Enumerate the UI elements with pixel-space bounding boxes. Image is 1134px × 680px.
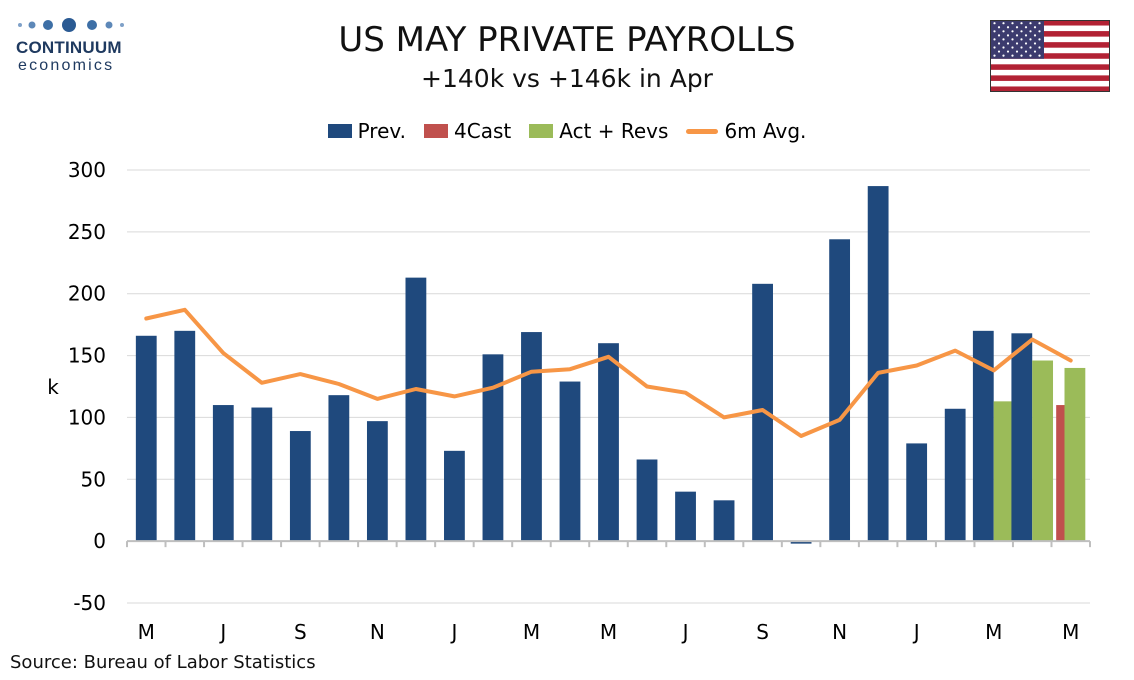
- chart-subtitle: +140k vs +146k in Apr: [421, 64, 713, 93]
- bar-prev: [752, 283, 773, 542]
- bar-prev: [598, 343, 619, 542]
- y-tick-label: 300: [68, 158, 106, 182]
- x-tick-label: N: [370, 620, 385, 644]
- bar-prev: [482, 354, 504, 542]
- legend-label-prev: Prev.: [357, 119, 407, 143]
- legend-item-4cast: 4Cast: [424, 119, 511, 143]
- x-tick-label: M: [523, 620, 540, 644]
- y-tick-label: 250: [68, 220, 106, 244]
- bar-prev: [174, 330, 196, 542]
- x-tick-label: M: [138, 620, 155, 644]
- bar-prev: [713, 500, 735, 542]
- x-tick-label: S: [294, 620, 307, 644]
- bar-prev: [675, 491, 696, 542]
- bar-prev: [405, 277, 427, 542]
- bar-prev: [328, 395, 350, 542]
- legend-item-prev: Prev.: [327, 119, 407, 143]
- bar-prev: [829, 239, 851, 542]
- legend-swatch-4cast: [424, 124, 449, 138]
- bar-prev: [790, 541, 812, 544]
- bar-prev: [212, 405, 234, 542]
- x-tick-label: M: [985, 620, 1002, 644]
- legend: Prev. 4Cast Act + Revs 6m Avg.: [0, 119, 1134, 143]
- legend-swatch-6m-avg: [686, 128, 719, 134]
- legend-label-4cast: 4Cast: [454, 119, 512, 143]
- y-tick-label: 100: [68, 405, 106, 429]
- bar-prev: [867, 186, 889, 542]
- bar-prev: [1011, 333, 1033, 542]
- y-tick-label: 50: [81, 467, 106, 491]
- legend-item-act-revs: Act + Revs: [529, 119, 668, 143]
- x-tick-label: J: [681, 620, 689, 644]
- x-tick-label: J: [912, 620, 920, 644]
- legend-swatch-act-revs: [529, 124, 554, 138]
- y-tick-label: 0: [93, 529, 106, 553]
- x-tick-label: M: [600, 620, 617, 644]
- x-tick-label: J: [218, 620, 226, 644]
- us-flag-icon: [990, 20, 1110, 92]
- bar-act-revs: [993, 401, 1015, 542]
- legend-label-6m-avg: 6m Avg.: [724, 119, 807, 143]
- bar-prev: [135, 335, 157, 542]
- legend-item-6m-avg: 6m Avg.: [686, 119, 806, 143]
- continuum-logo: CONTINUUM economics: [14, 14, 134, 76]
- logo-dots: [18, 18, 124, 32]
- logo-word-economics: economics: [18, 57, 115, 74]
- bar-prev: [972, 330, 994, 542]
- y-tick-label: 150: [68, 344, 106, 368]
- bar-prev: [906, 443, 928, 542]
- bar-4cast: [1056, 405, 1065, 542]
- x-tick-label: M: [1062, 620, 1079, 644]
- x-tick-label: J: [449, 620, 457, 644]
- bar-prev: [444, 450, 465, 542]
- chart-title: US MAY PRIVATE PAYROLLS: [338, 20, 796, 60]
- x-tick-label: S: [756, 620, 769, 644]
- bar-prev: [289, 431, 311, 542]
- bar-prev: [559, 381, 581, 542]
- y-tick-label: -50: [73, 591, 106, 615]
- bar-act-revs: [1064, 367, 1086, 542]
- bar-act-revs: [1032, 360, 1054, 542]
- legend-label-act-revs: Act + Revs: [559, 119, 669, 143]
- bar-prev: [521, 332, 542, 542]
- y-tick-label: 200: [68, 282, 106, 306]
- y-axis-label: k: [47, 375, 59, 399]
- logo-word-continuum: CONTINUUM: [16, 38, 122, 57]
- bar-prev: [251, 407, 273, 542]
- legend-swatch-prev: [327, 124, 352, 138]
- bar-prev: [366, 421, 388, 542]
- source-note: Source: Bureau of Labor Statistics: [10, 652, 316, 673]
- bar-prev: [944, 408, 966, 542]
- line-6m-avg: [144, 307, 1073, 438]
- bar-prev: [636, 459, 658, 542]
- x-tick-label: N: [832, 620, 847, 644]
